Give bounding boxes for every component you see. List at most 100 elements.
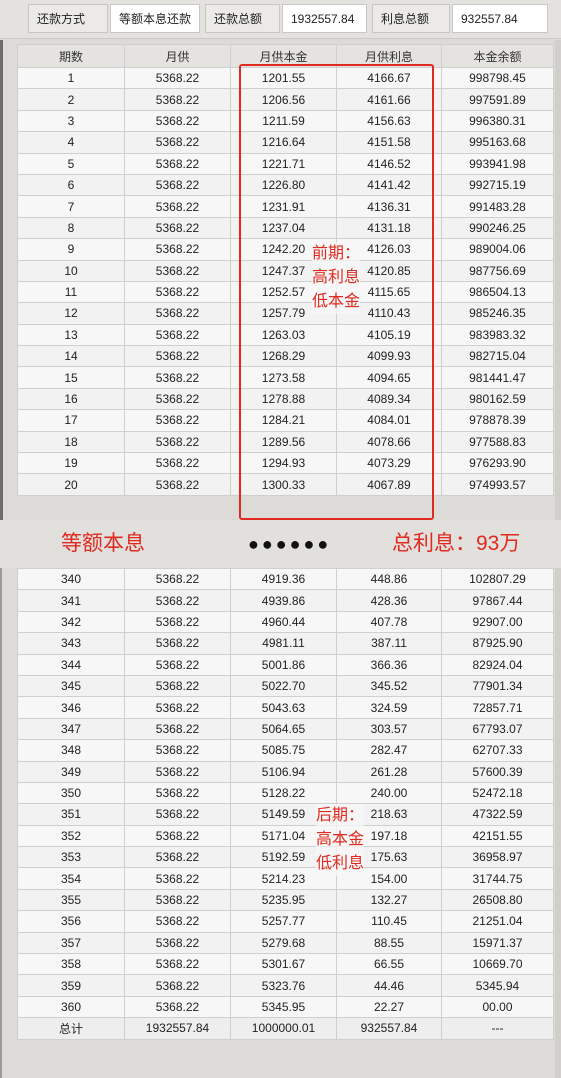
table-row[interactable]: 7 5368.22 1231.91 4136.31 991483.28 — [17, 195, 554, 218]
cell-monthly-payment: 5368.22 — [124, 345, 231, 368]
table-row[interactable]: 347 5368.22 5064.65 303.57 67793.07 — [17, 717, 554, 741]
table-row[interactable]: 17 5368.22 1284.21 4084.01 978878.39 — [17, 409, 554, 432]
cell-monthly-interest: 4067.89 — [336, 473, 442, 496]
cell-remaining-principal: 67793.07 — [441, 717, 554, 741]
cell-remaining-principal: 62707.33 — [441, 739, 554, 762]
table-row[interactable]: 5 5368.22 1221.71 4146.52 993941.98 — [17, 152, 554, 175]
cell-monthly-payment: 5368.22 — [124, 803, 231, 826]
cell-monthly-payment: 5368.22 — [124, 953, 231, 976]
cell-monthly-interest: 324.59 — [336, 696, 442, 719]
table-row[interactable]: 341 5368.22 4939.86 428.36 97867.44 — [17, 589, 554, 612]
table-row[interactable]: 348 5368.22 5085.75 282.47 62707.33 — [17, 739, 554, 762]
table-row[interactable]: 9 5368.22 1242.20 4126.03 989004.06 — [17, 238, 554, 261]
table-row[interactable]: 12 5368.22 1257.79 4110.43 985246.35 — [17, 302, 554, 325]
cell-remaining-principal: 31744.75 — [441, 867, 554, 890]
cell-period: 360 — [17, 995, 125, 1019]
cell-monthly-payment: 5368.22 — [124, 995, 231, 1019]
table-row[interactable]: 346 5368.22 5043.63 324.59 72857.71 — [17, 696, 554, 719]
annotation-late-line-2: 高本金 — [316, 831, 365, 848]
table-row[interactable]: 356 5368.22 5257.77 110.45 21251.04 — [17, 910, 554, 933]
cell-period: 总计 — [17, 1017, 125, 1040]
table-row[interactable]: 11 5368.22 1252.57 4115.65 986504.13 — [17, 280, 554, 304]
scrollbar[interactable] — [555, 40, 561, 520]
total-interest-value: 932557.84 — [452, 4, 548, 33]
cell-monthly-principal: 4981.11 — [230, 632, 337, 655]
cell-monthly-payment: 5368.22 — [124, 824, 231, 848]
table-row[interactable]: 14 5368.22 1268.29 4099.93 982715.04 — [17, 345, 554, 368]
cell-period: 2 — [17, 88, 125, 111]
table-row[interactable]: 8 5368.22 1237.04 4131.18 990246.25 — [17, 216, 554, 240]
table-row[interactable]: 3 5368.22 1211.59 4156.63 996380.31 — [17, 109, 554, 133]
table-row[interactable]: 349 5368.22 5106.94 261.28 57600.39 — [17, 760, 554, 783]
table-row[interactable]: 358 5368.22 5301.67 66.55 10669.70 — [17, 953, 554, 976]
cell-monthly-interest: 448.86 — [336, 567, 442, 591]
cell-period: 345 — [17, 674, 125, 698]
cell-remaining-principal: 996380.31 — [441, 109, 554, 133]
table-row[interactable]: 1 5368.22 1201.55 4166.67 998798.45 — [17, 66, 554, 90]
repayment-method-value[interactable]: 等额本息还款 — [110, 4, 200, 33]
table-row[interactable]: 345 5368.22 5022.70 345.52 77901.34 — [17, 674, 554, 698]
cell-period: 11 — [17, 280, 125, 304]
table-row[interactable]: 340 5368.22 4919.36 448.86 102807.29 — [17, 567, 554, 591]
table-row[interactable]: 343 5368.22 4981.11 387.11 87925.90 — [17, 632, 554, 655]
table-row[interactable]: 6 5368.22 1226.80 4141.42 992715.19 — [17, 173, 554, 197]
table-row[interactable]: 350 5368.22 5128.22 240.00 52472.18 — [17, 781, 554, 805]
cell-monthly-interest: 366.36 — [336, 653, 442, 676]
table-row[interactable]: 344 5368.22 5001.86 366.36 82924.04 — [17, 653, 554, 676]
table-row[interactable]: 4 5368.22 1216.64 4151.58 995163.68 — [17, 131, 554, 154]
annotation-late-line-1: 后期： — [316, 807, 365, 824]
cell-remaining-principal: 981441.47 — [441, 366, 554, 389]
banner-ellipsis-dots: ●●●●●● — [248, 534, 332, 554]
scrollbar-lower[interactable] — [555, 568, 561, 1078]
cell-monthly-payment: 5368.22 — [124, 173, 231, 197]
header-monthly-principal[interactable]: 月供本金 — [230, 44, 337, 68]
table-row[interactable]: 18 5368.22 1289.56 4078.66 977588.83 — [17, 430, 554, 454]
cell-monthly-principal: 5345.95 — [230, 995, 337, 1019]
table-row[interactable]: 10 5368.22 1247.37 4120.85 987756.69 — [17, 259, 554, 282]
cell-monthly-principal: 1221.71 — [230, 152, 337, 175]
cell-monthly-payment: 5368.22 — [124, 259, 231, 282]
table-total-row[interactable]: 总计 1932557.84 1000000.01 932557.84 --- — [17, 1017, 554, 1040]
cell-monthly-payment: 5368.22 — [124, 109, 231, 133]
header-remaining-principal[interactable]: 本金余额 — [441, 44, 554, 68]
cell-remaining-principal: 26508.80 — [441, 888, 554, 912]
table-row[interactable]: 15 5368.22 1273.58 4094.65 981441.47 — [17, 366, 554, 389]
cell-period: 351 — [17, 803, 125, 826]
table-row[interactable]: 353 5368.22 5192.59 175.63 36958.97 — [17, 846, 554, 869]
cell-monthly-payment: 5368.22 — [124, 632, 231, 655]
header-monthly-interest[interactable]: 月供利息 — [336, 44, 442, 68]
table-row[interactable]: 360 5368.22 5345.95 22.27 00.00 — [17, 995, 554, 1019]
table-row[interactable]: 20 5368.22 1300.33 4067.89 974993.57 — [17, 473, 554, 496]
header-monthly-payment[interactable]: 月供 — [124, 44, 231, 68]
cell-period: 355 — [17, 888, 125, 912]
cell-period: 358 — [17, 953, 125, 976]
table-row[interactable]: 352 5368.22 5171.04 197.18 42151.55 — [17, 824, 554, 848]
cell-monthly-interest: 4141.42 — [336, 173, 442, 197]
table-row[interactable]: 359 5368.22 5323.76 44.46 5345.94 — [17, 974, 554, 997]
table-row[interactable]: 357 5368.22 5279.68 88.55 15971.37 — [17, 931, 554, 955]
cell-remaining-principal: 997591.89 — [441, 88, 554, 111]
cell-period: 3 — [17, 109, 125, 133]
table-row[interactable]: 354 5368.22 5214.23 154.00 31744.75 — [17, 867, 554, 890]
table-row[interactable]: 342 5368.22 4960.44 407.78 92907.00 — [17, 610, 554, 634]
header-period[interactable]: 期数 — [17, 44, 125, 68]
cell-period: 9 — [17, 238, 125, 261]
cell-remaining-principal: 42151.55 — [441, 824, 554, 848]
cell-period: 15 — [17, 366, 125, 389]
cell-monthly-principal: 5279.68 — [230, 931, 337, 955]
cell-monthly-principal: 1201.55 — [230, 66, 337, 90]
cell-monthly-interest: 4094.65 — [336, 366, 442, 389]
cell-monthly-payment: 5368.22 — [124, 88, 231, 111]
table-row[interactable]: 2 5368.22 1206.56 4161.66 997591.89 — [17, 88, 554, 111]
table-row[interactable]: 351 5368.22 5149.59 218.63 47322.59 — [17, 803, 554, 826]
table-row[interactable]: 13 5368.22 1263.03 4105.19 983983.32 — [17, 323, 554, 347]
cell-monthly-principal: 5301.67 — [230, 953, 337, 976]
cell-remaining-principal: 976293.90 — [441, 452, 554, 475]
cell-monthly-principal: 5192.59 — [230, 846, 337, 869]
table-row[interactable]: 16 5368.22 1278.88 4089.34 980162.59 — [17, 387, 554, 411]
cell-monthly-interest: 110.45 — [336, 910, 442, 933]
table-row[interactable]: 355 5368.22 5235.95 132.27 26508.80 — [17, 888, 554, 912]
cell-monthly-principal: 1278.88 — [230, 387, 337, 411]
table-row[interactable]: 19 5368.22 1294.93 4073.29 976293.90 — [17, 452, 554, 475]
cell-monthly-principal: 1000000.01 — [230, 1017, 337, 1040]
